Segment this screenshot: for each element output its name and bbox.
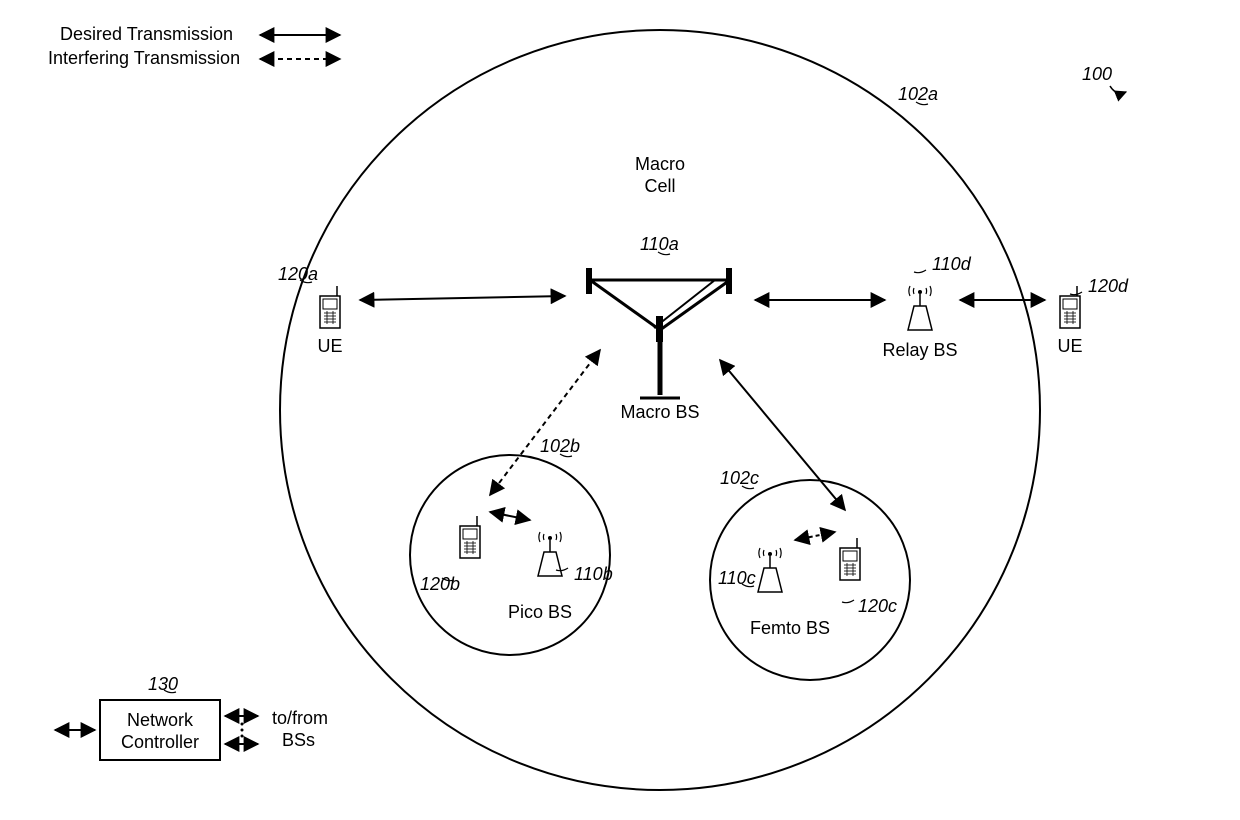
controller-label1: Network <box>127 710 194 730</box>
ue-d-icon <box>1060 286 1080 328</box>
macro-cell-label1: Macro <box>635 154 685 174</box>
pico-bs-icon <box>538 532 562 576</box>
macro-bs-icon <box>586 268 732 398</box>
controller-ref: 130 <box>148 674 178 694</box>
controller-tofrom2: BSs <box>282 730 315 750</box>
ue-a-label: UE <box>317 336 342 356</box>
femto-bs-label: Femto BS <box>750 618 830 638</box>
ue-d-label: UE <box>1057 336 1082 356</box>
macro-bs-ref: 110a <box>640 234 679 254</box>
macro-bs-label: Macro BS <box>620 402 699 422</box>
pico-cell-boundary <box>410 455 610 655</box>
figure-ref: 100 <box>1082 64 1126 93</box>
relay-bs-label: Relay BS <box>882 340 957 360</box>
macro-cell-label2: Cell <box>644 176 675 196</box>
legend-desired-label: Desired Transmission <box>60 24 233 44</box>
legend: Desired Transmission Interfering Transmi… <box>48 24 340 68</box>
relay-bs-ref: 110d <box>932 254 972 274</box>
femto-ue-icon <box>840 538 860 580</box>
controller-label2: Controller <box>121 732 199 752</box>
femto-bs-icon <box>758 548 782 592</box>
legend-interfering-label: Interfering Transmission <box>48 48 240 68</box>
figure-ref-label: 100 <box>1082 64 1112 84</box>
controller-tofrom1: to/from <box>272 708 328 728</box>
pico-bs-label: Pico BS <box>508 602 572 622</box>
femto-ue-ref: 120c <box>858 596 897 616</box>
arrow-macro-pico <box>490 350 600 495</box>
pico-bs-ref: 110b <box>574 564 613 584</box>
femto-bs-ref: 110c <box>718 568 756 588</box>
arrow-uea-macro <box>360 296 565 300</box>
pico-cell-ref: 102b <box>540 436 580 456</box>
pico-ue-icon <box>460 516 480 558</box>
relay-bs-icon <box>908 286 932 330</box>
femto-cell-ref: 102c <box>720 468 759 488</box>
ue-a-icon <box>320 286 340 328</box>
ue-a-ref: 120a <box>278 264 318 284</box>
arrow-pico-internal <box>490 512 530 520</box>
arrow-femto-internal <box>795 532 835 540</box>
network-diagram: Desired Transmission Interfering Transmi… <box>0 0 1240 820</box>
network-controller: Network Controller 130 to/from BSs <box>55 674 328 760</box>
ue-d-ref: 120d <box>1088 276 1129 296</box>
macro-cell-ref: 102a <box>898 84 938 104</box>
pico-ue-ref: 120b <box>420 574 460 594</box>
